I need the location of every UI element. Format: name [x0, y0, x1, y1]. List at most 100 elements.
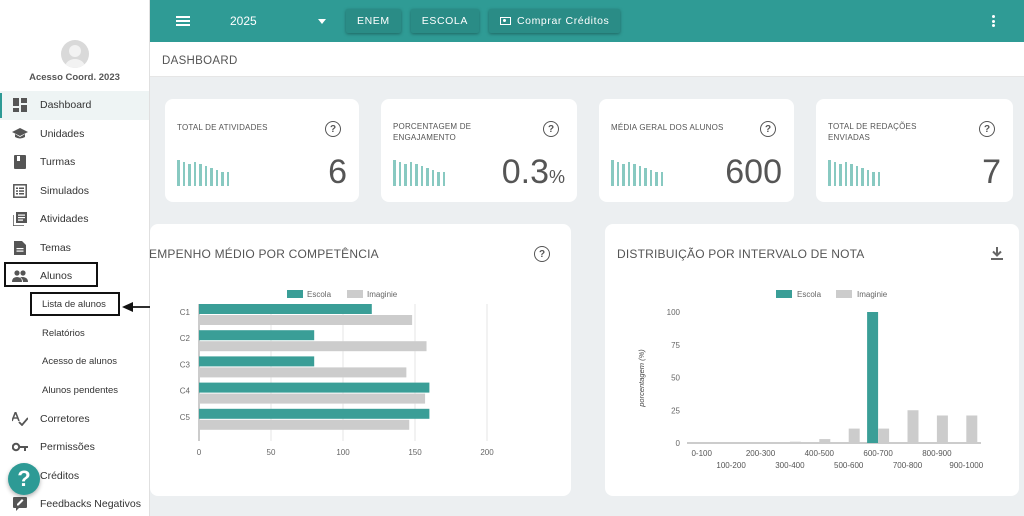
bar-imaginie — [199, 419, 410, 430]
sparkline-bar — [437, 172, 440, 186]
sparkline-bar — [204, 166, 207, 186]
sidebar: Acesso Coord. 2023 Dashboard Unidades Tu… — [0, 0, 150, 516]
competencia-bar-chart: Escola Imaginie 0 50 100 150 200 C1 C2 C3 C4 C5 — [180, 290, 494, 457]
sidebar-item-turmas[interactable]: Turmas — [0, 148, 149, 177]
y-tick-label: C1 — [180, 308, 191, 317]
legend-swatch-escola — [776, 290, 792, 298]
x-tick-label: 200-300 — [746, 449, 776, 458]
buy-credits-label: Comprar Créditos — [516, 15, 610, 27]
bar-imaginie — [789, 441, 801, 443]
bar-imaginie — [199, 315, 413, 325]
help-icon[interactable]: ? — [979, 121, 995, 137]
sparkline-bar — [182, 162, 185, 186]
sidebar-subitem-label: Relatórios — [42, 327, 85, 339]
page-header: DASHBOARD — [150, 42, 1024, 77]
bar-imaginie — [819, 439, 831, 443]
buy-credits-button[interactable]: Comprar Créditos — [488, 9, 621, 33]
sidebar-item-label: Simulados — [40, 184, 90, 197]
sparkline-bar — [415, 164, 418, 186]
sidebar-item-creditos[interactable]: Créditos — [0, 462, 149, 491]
sparkline-icon — [611, 160, 666, 186]
sparkline-bar — [420, 166, 423, 186]
bar-imaginie — [199, 393, 426, 404]
sidebar-item-simulados[interactable]: Simulados — [0, 177, 149, 206]
sparkline-bar — [866, 170, 869, 186]
escola-button[interactable]: ESCOLA — [410, 9, 479, 33]
sidebar-subitem-alunos-pendentes[interactable]: Alunos pendentes — [0, 376, 149, 405]
sidebar-item-permissoes[interactable]: Permissões — [0, 433, 149, 462]
sidebar-item-alunos[interactable]: Alunos — [0, 262, 149, 291]
x-tick-label: 300-400 — [775, 461, 805, 470]
sparkline-bar — [649, 170, 652, 186]
x-tick-label: 500-600 — [834, 461, 864, 470]
bar-imaginie — [199, 367, 407, 378]
sidebar-subitem-label: Acesso de alunos — [42, 356, 117, 368]
sidebar-item-label: Turmas — [40, 156, 76, 169]
bar-escola — [199, 408, 430, 419]
help-icon[interactable]: ? — [543, 121, 559, 137]
stat-card-total-atividades: TOTAL DE ATIVIDADES ? 6 — [165, 99, 359, 202]
stat-value: 600 — [725, 153, 782, 192]
y-tick-label: C3 — [180, 360, 191, 369]
chart-title: DISTRIBUIÇÃO POR INTERVALO DE NOTA — [617, 247, 865, 261]
download-icon[interactable] — [991, 247, 1003, 260]
legend-label-escola: Escola — [307, 290, 332, 299]
sparkline-bar — [611, 160, 614, 186]
sparkline-bar — [627, 162, 630, 186]
sidebar-item-feedbacks-negativos[interactable]: Feedbacks Negativos — [0, 490, 149, 516]
year-select[interactable]: 2025 — [230, 14, 326, 28]
sidebar-item-label: Atividades — [40, 213, 89, 226]
sparkline-bar — [616, 162, 619, 186]
help-icon[interactable]: ? — [534, 246, 550, 262]
more-options-icon[interactable] — [992, 15, 996, 27]
y-tick-label: C5 — [180, 413, 191, 422]
sidebar-item-label: Créditos — [40, 469, 80, 482]
avatar[interactable] — [60, 40, 89, 68]
sparkline-bar — [221, 172, 224, 186]
sparkline-bar — [850, 164, 853, 186]
menu-icon[interactable] — [176, 16, 190, 26]
stat-card-media-geral: MÉDIA GERAL DOS ALUNOS ? 600 — [599, 99, 794, 202]
document-icon — [12, 240, 28, 256]
x-tick-label: 100-200 — [716, 461, 746, 470]
bar-escola — [199, 382, 430, 393]
help-icon[interactable]: ? — [325, 121, 341, 137]
sparkline-bar — [193, 162, 196, 186]
sidebar-item-atividades[interactable]: Atividades — [0, 205, 149, 234]
sidebar-subitem-lista-de-alunos[interactable]: Lista de alunos — [0, 291, 149, 320]
help-button[interactable]: ? — [8, 463, 40, 495]
sidebar-subitem-acesso-de-alunos[interactable]: Acesso de alunos — [0, 348, 149, 377]
stat-card-total-redacoes: TOTAL DE REDAÇÕES ENVIADAS ? 7 — [816, 99, 1013, 202]
stat-number: 0.3 — [501, 153, 549, 191]
sparkline-bar — [431, 170, 434, 186]
sidebar-subitem-relatorios[interactable]: Relatórios — [0, 319, 149, 348]
bar-imaginie — [966, 415, 978, 443]
enem-button[interactable]: ENEM — [346, 9, 401, 33]
sidebar-menu: Dashboard Unidades Turmas Simulados Ativ… — [0, 91, 149, 516]
bar-imaginie — [878, 428, 890, 443]
feedback-icon — [12, 496, 28, 512]
sidebar-item-corretores[interactable]: Corretores — [0, 405, 149, 434]
stat-label: PORCENTAGEM DE ENGAJAMENTO — [393, 122, 472, 142]
bar-escola — [867, 312, 879, 443]
sparkline-bar — [655, 172, 658, 186]
school-icon — [12, 126, 28, 142]
sidebar-item-unidades[interactable]: Unidades — [0, 120, 149, 149]
stat-unit: % — [548, 167, 565, 187]
sparkline-bar — [409, 162, 412, 186]
x-tick-label: 150 — [408, 448, 422, 457]
sidebar-item-label: Corretores — [40, 412, 90, 425]
sidebar-item-label: Permissões — [40, 441, 95, 454]
sidebar-item-dashboard[interactable]: Dashboard — [0, 91, 149, 120]
dashboard-icon — [12, 97, 28, 113]
sidebar-item-temas[interactable]: Temas — [0, 234, 149, 263]
chart-card-competencia: EMPENHO MÉDIO POR COMPETÊNCIA ? Escola Im… — [150, 224, 571, 496]
x-tick-label: 100 — [336, 448, 350, 457]
bar-imaginie — [848, 428, 860, 443]
x-tick-label: 600-700 — [863, 449, 893, 458]
help-icon[interactable]: ? — [760, 121, 776, 137]
legend-swatch-imaginie — [836, 290, 852, 298]
user-profile[interactable]: Acesso Coord. 2023 — [0, 40, 149, 90]
stat-label: TOTAL DE REDAÇÕES ENVIADAS — [828, 122, 917, 142]
x-tick-label: 400-500 — [805, 449, 835, 458]
